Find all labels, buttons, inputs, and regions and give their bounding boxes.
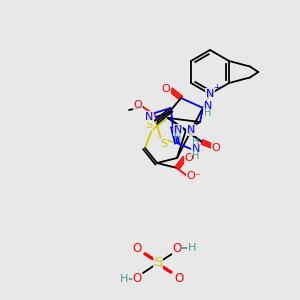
Text: N: N [187, 125, 195, 135]
Text: O: O [134, 100, 142, 110]
Text: N: N [174, 125, 182, 135]
Text: O: O [187, 171, 195, 181]
Text: H: H [192, 137, 200, 147]
Text: H: H [192, 151, 200, 161]
Text: S: S [154, 256, 162, 269]
Text: O: O [132, 242, 142, 254]
Text: S: S [146, 120, 153, 130]
Text: N: N [204, 101, 212, 111]
Text: H: H [174, 133, 182, 143]
Text: N: N [145, 112, 153, 122]
Text: ⁻: ⁻ [194, 172, 200, 182]
Text: S: S [160, 139, 168, 149]
Text: O: O [172, 242, 182, 254]
Text: H: H [204, 108, 212, 118]
Text: N: N [206, 89, 214, 99]
Text: +: + [214, 83, 220, 92]
Text: O: O [162, 84, 170, 94]
Text: H: H [120, 274, 128, 284]
Text: O: O [132, 272, 142, 286]
Text: H: H [188, 243, 196, 253]
Text: O: O [212, 143, 220, 153]
Text: N: N [192, 144, 200, 154]
Text: O: O [184, 153, 194, 163]
Text: O: O [174, 272, 184, 284]
